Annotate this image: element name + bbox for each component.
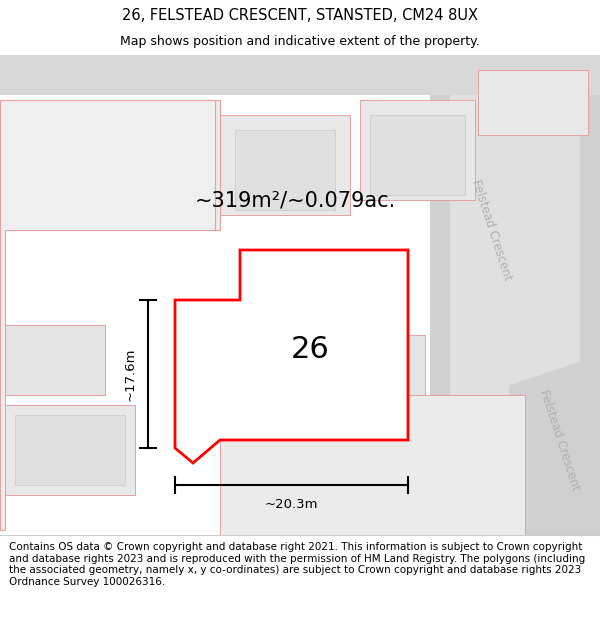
- Polygon shape: [175, 250, 408, 463]
- Text: 26: 26: [290, 336, 329, 364]
- Bar: [15, 115, 210, 220]
- Polygon shape: [430, 55, 600, 535]
- Bar: [370, 115, 465, 195]
- Bar: [5, 325, 105, 395]
- Bar: [360, 100, 475, 200]
- Bar: [15, 415, 125, 485]
- Text: Felstead Crescent: Felstead Crescent: [538, 388, 583, 492]
- Bar: [220, 115, 350, 215]
- Polygon shape: [0, 100, 215, 530]
- Text: Map shows position and indicative extent of the property.: Map shows position and indicative extent…: [120, 35, 480, 48]
- Bar: [5, 100, 220, 230]
- Bar: [478, 70, 588, 135]
- Text: ~17.6m: ~17.6m: [124, 348, 137, 401]
- Bar: [5, 405, 135, 495]
- Text: Felstead Crescent: Felstead Crescent: [470, 178, 514, 282]
- Polygon shape: [490, 355, 600, 535]
- Bar: [0, 55, 600, 95]
- Text: ~319m²/~0.079ac.: ~319m²/~0.079ac.: [195, 190, 396, 210]
- Bar: [220, 395, 525, 535]
- Text: Contains OS data © Crown copyright and database right 2021. This information is : Contains OS data © Crown copyright and d…: [9, 542, 585, 587]
- Bar: [242, 255, 406, 440]
- Text: 26, FELSTEAD CRESCENT, STANSTED, CM24 8UX: 26, FELSTEAD CRESCENT, STANSTED, CM24 8U…: [122, 8, 478, 23]
- Bar: [300, 335, 425, 535]
- Polygon shape: [450, 55, 580, 535]
- Bar: [235, 130, 335, 210]
- Text: ~20.3m: ~20.3m: [265, 499, 318, 511]
